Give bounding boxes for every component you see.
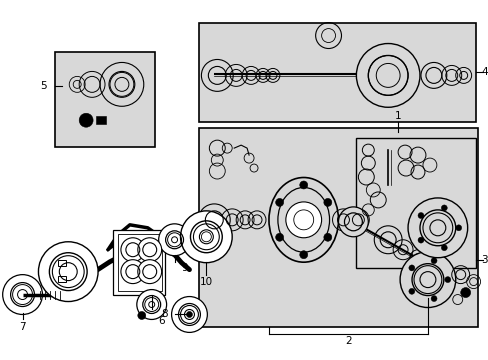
Circle shape xyxy=(275,233,283,241)
Text: 8: 8 xyxy=(161,310,167,319)
Circle shape xyxy=(39,242,98,302)
Text: 2: 2 xyxy=(345,336,351,346)
Ellipse shape xyxy=(268,177,338,262)
Ellipse shape xyxy=(277,188,329,252)
Text: 5: 5 xyxy=(40,81,47,91)
Circle shape xyxy=(323,233,331,241)
Bar xyxy=(55,53,154,147)
Circle shape xyxy=(356,44,419,107)
Bar xyxy=(118,234,162,291)
Bar xyxy=(199,128,477,328)
Circle shape xyxy=(455,225,461,231)
Circle shape xyxy=(2,275,42,315)
Circle shape xyxy=(138,260,162,284)
Circle shape xyxy=(441,205,447,211)
Circle shape xyxy=(158,224,190,256)
Circle shape xyxy=(444,276,450,283)
Circle shape xyxy=(138,238,162,262)
Text: 4: 4 xyxy=(480,67,487,77)
Circle shape xyxy=(408,265,414,271)
Circle shape xyxy=(417,237,423,243)
Circle shape xyxy=(137,289,166,319)
Circle shape xyxy=(430,296,436,302)
Circle shape xyxy=(299,181,307,189)
Circle shape xyxy=(171,297,207,332)
Circle shape xyxy=(430,258,436,264)
Circle shape xyxy=(275,198,283,206)
Text: 7: 7 xyxy=(19,323,26,332)
Circle shape xyxy=(138,311,145,319)
Bar xyxy=(356,138,475,268)
Circle shape xyxy=(460,288,469,298)
Circle shape xyxy=(399,252,455,307)
Text: 1: 1 xyxy=(394,111,401,121)
Bar xyxy=(199,23,475,122)
Circle shape xyxy=(121,238,144,262)
Bar xyxy=(96,116,106,124)
Text: 9: 9 xyxy=(181,263,187,273)
Bar xyxy=(58,260,66,266)
Circle shape xyxy=(79,113,93,127)
Circle shape xyxy=(441,245,447,251)
Circle shape xyxy=(408,288,414,294)
Text: 6: 6 xyxy=(158,316,164,327)
Circle shape xyxy=(407,198,467,258)
Circle shape xyxy=(299,251,307,259)
Circle shape xyxy=(186,311,192,318)
Circle shape xyxy=(121,260,144,284)
Circle shape xyxy=(100,62,143,106)
Text: 10: 10 xyxy=(200,276,212,287)
Text: 3: 3 xyxy=(480,255,487,265)
Circle shape xyxy=(417,212,423,219)
Circle shape xyxy=(285,202,321,238)
Circle shape xyxy=(338,207,367,237)
Bar xyxy=(113,230,164,294)
Bar xyxy=(58,276,66,282)
Circle shape xyxy=(323,198,331,206)
Circle shape xyxy=(180,211,232,263)
